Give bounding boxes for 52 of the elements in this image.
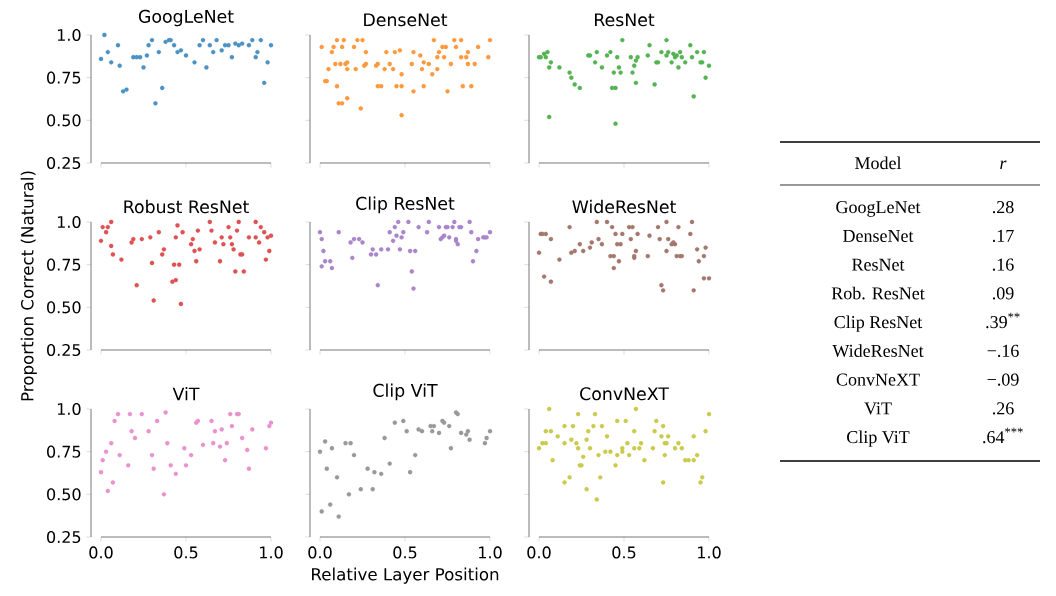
text: .28 — [992, 201, 1014, 214]
x-tick-label: 1.0 — [260, 546, 283, 559]
chart-title: ViT — [172, 387, 200, 401]
x-tick-label: 0.0 — [89, 546, 113, 559]
chart-title: Robust ResNet — [124, 199, 249, 214]
category-label: ViT — [864, 402, 892, 415]
y-tick-label: 0.50 — [47, 301, 81, 314]
y-tick-label: 0.75 — [47, 71, 81, 84]
category-label: WideResNet — [832, 344, 924, 358]
y-tick-label: 0.25 — [47, 530, 81, 544]
chart-title: DenseNet — [364, 13, 448, 27]
x-tick-label: 0.5 — [174, 546, 198, 559]
y-tick-label: 0.25 — [47, 343, 81, 357]
y-tick-label: 0.50 — [47, 114, 81, 127]
category-label: ResNet — [852, 258, 905, 271]
category-label: GoogLeNet — [836, 201, 921, 217]
category-label: Model — [855, 156, 902, 170]
y-tick-label: 0.75 — [47, 258, 81, 271]
chart-title: Clip ResNet — [356, 196, 455, 214]
text: −.16 — [987, 344, 1019, 357]
chart-title: GoogLeNet — [138, 9, 234, 27]
category-label: Clip ViT — [847, 430, 910, 447]
x-axis-title: Relative Layer Position — [312, 567, 499, 584]
category-label: Clip ResNet — [834, 315, 923, 332]
chart-title: Clip ViT — [373, 383, 438, 401]
text: .09 — [992, 287, 1014, 300]
category-label: Rob. ResNet — [831, 286, 925, 300]
chart-title: ConvNeXT — [580, 387, 669, 401]
category-label: DenseNet — [843, 229, 914, 242]
y-tick-label: 0.50 — [47, 488, 81, 501]
x-tick-label: 0.5 — [612, 546, 636, 559]
text: −.09 — [987, 373, 1019, 386]
y-tick-label: 1.0 — [57, 215, 81, 229]
x-tick-label: 0.0 — [527, 546, 551, 559]
x-tick-label: 1.0 — [698, 546, 721, 559]
chart-title: ResNet — [595, 13, 655, 27]
x-tick-label: 1.0 — [479, 546, 502, 559]
y-tick-label: 1.0 — [57, 402, 81, 416]
category-label: r — [1000, 160, 1007, 169]
text: .64$^{***}$ — [983, 427, 1023, 444]
text: .39$^{**}$ — [986, 312, 1020, 329]
chart-title: WideResNet — [572, 199, 676, 214]
y-tick-label: 0.25 — [47, 156, 81, 170]
y-axis-title: Proportion Correct (Natural) — [20, 171, 37, 401]
category-label: ConvNeXT — [836, 373, 920, 386]
text: .17 — [992, 229, 1014, 242]
y-tick-label: 0.75 — [47, 445, 81, 458]
text: .26 — [992, 402, 1014, 415]
x-tick-label: 0.0 — [308, 546, 332, 559]
text: .16 — [992, 258, 1014, 271]
x-tick-label: 0.5 — [393, 546, 417, 559]
y-tick-label: 1.0 — [57, 28, 81, 42]
